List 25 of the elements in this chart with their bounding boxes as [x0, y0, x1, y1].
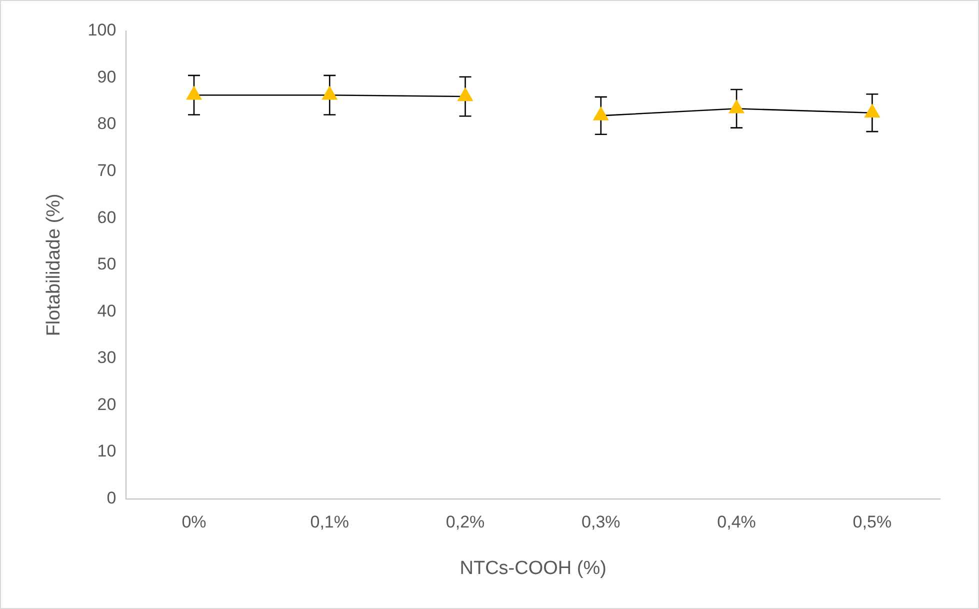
point: [322, 86, 338, 100]
point: [186, 86, 202, 100]
y-tick-label: 100: [88, 20, 116, 40]
y-tick-label: 80: [97, 114, 116, 134]
y-tick-label: 10: [97, 442, 116, 461]
y-tick-label: 70: [97, 161, 116, 180]
x-tick-label: 0,1%: [310, 512, 349, 532]
y-tick-label: 60: [97, 208, 116, 227]
x-tick-label: 0,3%: [582, 512, 620, 532]
point: [458, 88, 473, 102]
point: [728, 100, 744, 114]
y-tick-label: 90: [97, 67, 116, 86]
y-tick-label: 0: [106, 488, 116, 508]
point: [593, 107, 608, 120]
x-axis-title: NTCs-COOH (%): [460, 558, 606, 579]
x-tick-label: 0,5%: [852, 512, 892, 532]
y-axis-title: Flotabilidade (%): [44, 194, 65, 336]
x-tick-label: 0,4%: [717, 512, 756, 532]
x-tick-label: 0,2%: [446, 512, 485, 532]
y-tick-label: 40: [97, 301, 116, 320]
y-tick-label: 30: [97, 348, 116, 368]
x-tick-label: 0%: [182, 512, 206, 532]
y-tick-label: 20: [97, 394, 116, 414]
y-tick-label: 50: [97, 254, 116, 274]
point: [864, 104, 880, 118]
